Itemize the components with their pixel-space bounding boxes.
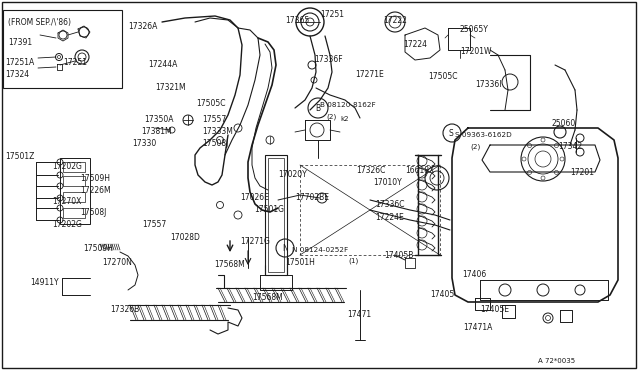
Text: 17028D: 17028D xyxy=(170,233,200,242)
Text: 17568M: 17568M xyxy=(214,260,244,269)
Text: 25065Y: 25065Y xyxy=(460,25,489,34)
Text: 17010Y: 17010Y xyxy=(373,178,402,187)
Text: 17471A: 17471A xyxy=(463,323,492,332)
Text: 17202G: 17202G xyxy=(52,220,82,229)
Text: 17508J: 17508J xyxy=(80,208,106,217)
Text: (1): (1) xyxy=(348,258,358,264)
Text: 17251: 17251 xyxy=(320,10,344,19)
Text: 17405E: 17405E xyxy=(480,305,509,314)
Text: 17505C: 17505C xyxy=(428,72,458,81)
Text: 17333M: 17333M xyxy=(202,127,233,136)
Text: 17508J: 17508J xyxy=(202,139,228,148)
Text: S 09363-6162D: S 09363-6162D xyxy=(455,132,512,138)
Text: 17406: 17406 xyxy=(462,270,486,279)
Text: 17222: 17222 xyxy=(383,16,407,25)
Text: 14911Y: 14911Y xyxy=(30,278,59,287)
Bar xyxy=(63,192,85,202)
Text: 17244A: 17244A xyxy=(148,60,177,69)
Text: 17501H: 17501H xyxy=(285,258,315,267)
Text: 17336C: 17336C xyxy=(375,200,404,209)
Text: 17202G: 17202G xyxy=(52,162,82,171)
Text: 17326B: 17326B xyxy=(110,305,140,314)
Bar xyxy=(63,208,85,218)
Text: 17224E: 17224E xyxy=(375,213,404,222)
Text: 17381M: 17381M xyxy=(141,127,172,136)
Text: 17226M: 17226M xyxy=(80,186,111,195)
Text: 17251: 17251 xyxy=(63,58,87,67)
Bar xyxy=(268,158,284,272)
Bar xyxy=(63,162,85,172)
Text: 17505C: 17505C xyxy=(196,99,225,108)
Text: 17336F: 17336F xyxy=(314,55,342,64)
Text: 17350A: 17350A xyxy=(144,115,173,124)
Text: A 72*0035: A 72*0035 xyxy=(538,358,575,364)
Bar xyxy=(60,158,90,224)
Text: 17405: 17405 xyxy=(430,290,454,299)
Text: 16618X: 16618X xyxy=(405,166,435,175)
Text: 17224: 17224 xyxy=(403,40,427,49)
Text: 17324: 17324 xyxy=(5,70,29,79)
Text: 17026E: 17026E xyxy=(240,193,269,202)
Text: 17270X: 17270X xyxy=(52,197,81,206)
Text: (2): (2) xyxy=(470,143,480,150)
Text: 17501G: 17501G xyxy=(254,205,284,214)
Text: 17509H: 17509H xyxy=(83,244,113,253)
Text: 17702BE: 17702BE xyxy=(295,193,329,202)
Text: 17251A: 17251A xyxy=(5,58,35,67)
Text: B 08120-8162F: B 08120-8162F xyxy=(320,102,376,108)
Text: 17201: 17201 xyxy=(570,168,594,177)
Text: 17557: 17557 xyxy=(202,115,227,124)
Text: 17568M: 17568M xyxy=(252,293,283,302)
Text: 17330: 17330 xyxy=(132,139,156,148)
Text: 17270N: 17270N xyxy=(102,258,132,267)
Text: 17365: 17365 xyxy=(285,16,309,25)
Text: 17326A: 17326A xyxy=(128,22,157,31)
Text: (FROM SEP./\'86): (FROM SEP./\'86) xyxy=(8,18,71,27)
Text: 17271E: 17271E xyxy=(355,70,384,79)
Text: 17391: 17391 xyxy=(8,38,32,47)
Text: 17405B: 17405B xyxy=(384,251,413,260)
Text: (2): (2) xyxy=(326,113,336,119)
Text: B: B xyxy=(315,104,320,113)
Text: 17321M: 17321M xyxy=(155,83,186,92)
Text: 17342: 17342 xyxy=(558,142,582,151)
Text: 25060: 25060 xyxy=(552,119,576,128)
Text: 17557: 17557 xyxy=(142,220,166,229)
Text: 17271G: 17271G xyxy=(240,237,270,246)
Text: 17326C: 17326C xyxy=(356,166,385,175)
Bar xyxy=(3,10,122,88)
Text: S: S xyxy=(449,129,454,138)
Bar xyxy=(63,176,85,186)
Text: 17336I: 17336I xyxy=(475,80,502,89)
Text: 17509H: 17509H xyxy=(80,174,110,183)
Text: k2: k2 xyxy=(340,116,349,122)
Text: N 08124-0252F: N 08124-0252F xyxy=(292,247,348,253)
Text: 17201W: 17201W xyxy=(460,47,492,56)
Text: 17501Z: 17501Z xyxy=(5,152,35,161)
Bar xyxy=(265,155,287,275)
Text: 17020Y: 17020Y xyxy=(278,170,307,179)
Text: 17471: 17471 xyxy=(347,310,371,319)
Text: N: N xyxy=(282,244,288,253)
